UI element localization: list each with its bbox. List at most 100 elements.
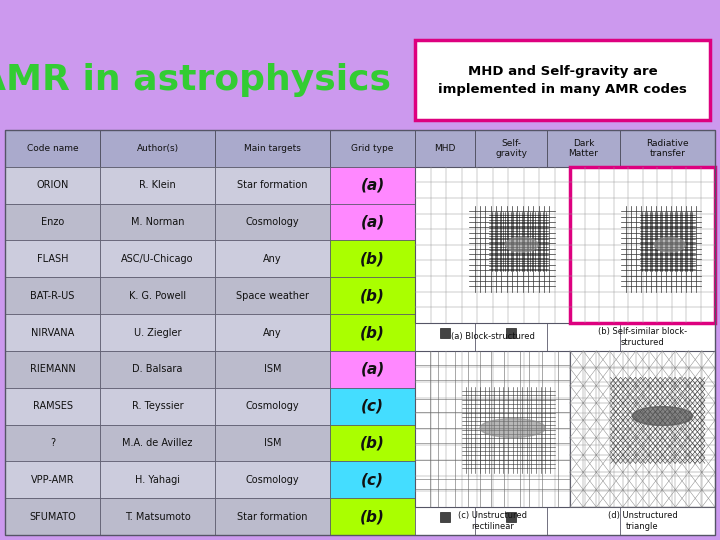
Bar [215,277,330,314]
Bar [415,204,475,240]
Text: H. Yahagi: H. Yahagi [135,475,180,485]
Text: VPP-AMR: VPP-AMR [31,475,74,485]
Text: BAT-R-US: BAT-R-US [30,291,75,301]
Bar [5,461,100,498]
Bar [440,254,450,264]
Bar [620,167,715,204]
Bar [330,388,415,424]
Bar [620,351,715,388]
Bar [330,461,415,498]
Bar [215,240,330,277]
Bar [415,314,475,351]
Text: (a) Block-structured: (a) Block-structured [451,333,534,341]
Bar [475,388,547,424]
Bar [440,364,450,374]
Bar [620,424,715,461]
Text: (b): (b) [360,325,385,340]
Text: Star formation: Star formation [238,180,307,190]
Bar [415,461,475,498]
Bar [547,277,620,314]
Bar [215,351,330,388]
Bar [620,314,715,351]
Bar [5,424,100,461]
Bar [415,240,475,277]
Bar [440,401,450,411]
Bar [547,204,620,240]
Bar [662,254,672,264]
Text: RAMSES: RAMSES [32,401,73,411]
Bar [415,351,475,388]
Bar [506,364,516,374]
Polygon shape [654,237,685,252]
Bar [100,461,215,498]
Text: ISM: ISM [264,438,282,448]
Bar [215,498,330,535]
Text: Grid type: Grid type [351,144,394,153]
Text: Space weather: Space weather [236,291,309,301]
Bar [5,351,100,388]
Bar [547,130,620,167]
Bar [547,167,620,204]
Bar [5,167,100,204]
Bar [475,461,547,498]
Text: Cosmology: Cosmology [246,475,300,485]
Text: T. Matsumoto: T. Matsumoto [125,511,190,522]
Text: K. G. Powell: K. G. Powell [129,291,186,301]
Bar [547,351,620,388]
Text: ASC/U-Chicago: ASC/U-Chicago [121,254,194,264]
Bar [506,327,516,338]
Bar [215,204,330,240]
Bar [547,498,620,535]
Bar [415,424,475,461]
Bar [620,130,715,167]
Bar [475,498,547,535]
Bar [215,388,330,424]
Bar [570,167,715,323]
Bar [100,498,215,535]
Bar [215,130,330,167]
Text: MHD and Self-gravity are
implemented in many AMR codes: MHD and Self-gravity are implemented in … [438,64,687,96]
Bar [100,351,215,388]
Bar [547,314,620,351]
Text: (c): (c) [361,472,384,487]
Text: Code name: Code name [27,144,78,153]
Bar [5,498,100,535]
Bar [215,424,330,461]
Bar [620,240,715,277]
Bar [100,314,215,351]
Bar [570,351,715,507]
Text: AMR in astrophysics: AMR in astrophysics [0,63,392,97]
Text: Self-
gravity: Self- gravity [495,139,527,158]
Text: ORION: ORION [36,180,68,190]
Text: (b): (b) [360,288,385,303]
Bar [100,130,215,167]
Bar [5,277,100,314]
Bar [330,314,415,351]
Text: SFUMATO: SFUMATO [29,511,76,522]
Text: Any: Any [264,327,282,338]
Text: Radiative
transfer: Radiative transfer [646,139,689,158]
Text: Star formation: Star formation [238,511,307,522]
Bar [330,351,415,388]
Polygon shape [632,407,693,426]
Bar [440,327,450,338]
Bar [330,167,415,204]
Bar [5,130,100,167]
Bar [5,130,715,535]
Bar [100,424,215,461]
Text: (b): (b) [360,509,385,524]
Bar [440,217,450,227]
Text: NIRVANA: NIRVANA [31,327,74,338]
Bar [475,130,547,167]
Bar [215,314,330,351]
Text: (c): (c) [361,399,384,414]
Bar [506,180,516,190]
Bar [100,204,215,240]
Bar [440,291,450,301]
Text: M.A. de Avillez: M.A. de Avillez [122,438,193,448]
Polygon shape [505,237,539,252]
Text: Cosmology: Cosmology [246,401,300,411]
Bar [330,424,415,461]
Text: (a): (a) [361,362,384,377]
Text: R. Klein: R. Klein [139,180,176,190]
